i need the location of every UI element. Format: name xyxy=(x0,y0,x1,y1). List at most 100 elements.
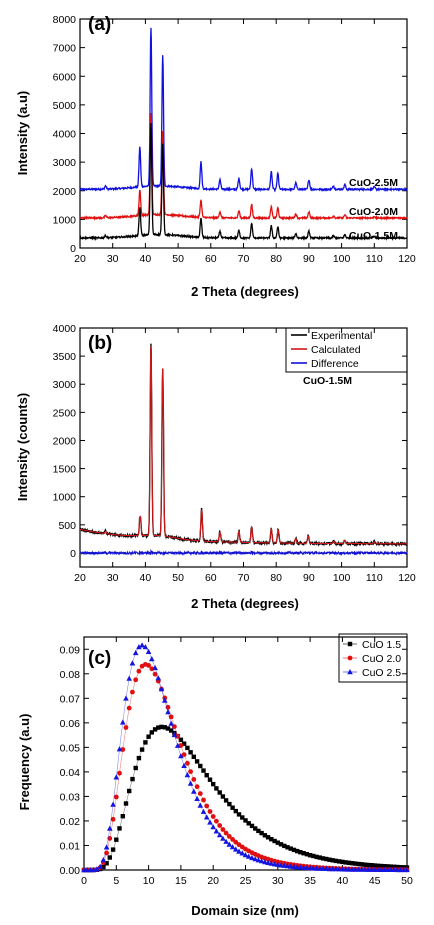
panel-a-ytick-label-0: 0 xyxy=(70,243,76,255)
panel-c-series-3-point-16 xyxy=(132,649,139,656)
panel-c-series-1-point-48 xyxy=(236,812,242,817)
panel-c-series-1-point-55 xyxy=(259,830,264,836)
panel-c-series-3-point-40 xyxy=(210,824,216,830)
panel-c-series-3-point-45 xyxy=(226,841,233,847)
panel-c-xtick-label-8: 40 xyxy=(337,875,349,887)
panel-b-xtick-label-7: 90 xyxy=(303,572,315,584)
panel-c-series-1-point-72 xyxy=(314,854,319,860)
panel-c-series-2-point-32 xyxy=(185,760,190,766)
panel-c-series-2-point-17 xyxy=(136,668,142,674)
panel-c-label: (c) xyxy=(88,648,111,669)
panel-c-series-3-point-25 xyxy=(161,697,168,703)
panel-c-series-1-point-94 xyxy=(385,864,390,869)
panel-c-series-1-point-87 xyxy=(362,862,368,867)
panel-c-ytick-label-2: 0.02 xyxy=(60,816,81,828)
panel-b-ytick-label-4: 2000 xyxy=(53,435,77,447)
panel-c-series-3-point-38 xyxy=(203,814,210,820)
panel-c-series-3-point-29 xyxy=(174,742,181,748)
panel-c-series-3-point-11 xyxy=(116,746,123,752)
panel-c-ytick-label-6: 0.06 xyxy=(60,718,81,730)
panel-a-xtick-label-1: 30 xyxy=(107,253,119,265)
panel-c-series-3-point-14 xyxy=(126,675,132,681)
panel-b-xtick-label-6: 80 xyxy=(270,572,282,584)
panel-c-series-1-point-37 xyxy=(201,768,206,773)
panel-a-label: (a) xyxy=(88,14,111,35)
panel-c-ytick-label-0: 0.00 xyxy=(60,865,81,877)
panel-c-series-1-point-15 xyxy=(130,776,135,782)
panel-c-series-1-point-22 xyxy=(152,727,158,732)
panel-b-xtick-label-10: 120 xyxy=(398,572,416,584)
panel-c-ytick-label-3: 0.03 xyxy=(60,791,81,803)
panel-b-legend-label-3: Difference xyxy=(311,358,359,370)
panel-a-xtick-label-0: 20 xyxy=(74,253,86,265)
panel-b-difference-line xyxy=(79,548,408,556)
panel-c-series-3-point-36 xyxy=(197,802,204,808)
panel-b-xtick-label-2: 40 xyxy=(140,572,152,584)
panel-c-series-1-point-89 xyxy=(369,863,374,868)
panel-c-series-3-point-4 xyxy=(94,866,100,872)
panel-c-series-2-point-9 xyxy=(110,816,116,822)
panel-c-series-2-point-27 xyxy=(168,714,174,720)
panel-c-series-1-point-41 xyxy=(214,786,219,791)
panel-c-series-1-point-39 xyxy=(207,777,213,782)
panel-c-series-2-point-20 xyxy=(146,663,152,668)
panel-c-series-1-point-92 xyxy=(379,863,384,869)
panel-c-xtick-label-6: 30 xyxy=(272,875,284,887)
panel-a-series-3-line xyxy=(79,122,408,242)
panel-c-series-2-point-43 xyxy=(220,827,226,832)
panel-b-ytick-label-1: 500 xyxy=(58,520,76,532)
panel-c-xtick-label-7: 35 xyxy=(304,875,316,887)
panel-c-series-1-point-35 xyxy=(194,759,200,764)
panel-c-series-1-point-33 xyxy=(188,750,193,755)
panel-c-series-3-point-51 xyxy=(245,853,252,859)
panel-c-series-2-point-22 xyxy=(152,671,158,677)
panel-c-series-1-point-52 xyxy=(249,823,255,829)
panel-c-series-2-point-42 xyxy=(217,823,223,828)
panel-c-series-2-point-29 xyxy=(175,733,181,739)
panel-b: (b) 2 Theta (degrees) Intensity (counts)… xyxy=(15,327,408,611)
panel-c-series-2-point-45 xyxy=(226,834,232,839)
panel-c-legend-symbol-3 xyxy=(347,669,353,675)
panel-c-legend-marker-1 xyxy=(343,641,357,647)
panel-c-series-3-point-19 xyxy=(142,644,149,650)
panel-c-series-1-point-27 xyxy=(169,728,174,733)
panel-c-series-3-point-20 xyxy=(145,648,152,654)
panel-c-series-1-point-47 xyxy=(233,808,238,814)
panel-a-ytick-label-2: 2000 xyxy=(53,186,77,198)
panel-c-series-1-point-54 xyxy=(256,828,261,834)
panel-c-ytick-label-1: 0.01 xyxy=(60,840,81,852)
panel-c-xtick-label-9: 45 xyxy=(369,875,381,887)
panel-c-xtick-label-3: 15 xyxy=(175,875,187,887)
panel-c-series-3-point-60 xyxy=(275,861,281,867)
panel-c-series-3-point-64 xyxy=(287,863,294,869)
panel-c-series-1-point-84 xyxy=(353,861,358,866)
panel-c-ytick-label-8: 0.08 xyxy=(60,669,81,681)
panel-c-series-1-point-76 xyxy=(327,857,332,862)
panel-c-series-1-point-65 xyxy=(291,847,297,853)
panel-c-legend-marker-3 xyxy=(343,669,357,675)
panel-b-ytick-label-8: 4000 xyxy=(53,323,77,335)
panel-c-series-1-point-40 xyxy=(211,781,216,787)
panel-c-legend-label-3: CuO 2.5 xyxy=(362,667,401,679)
panel-c-series-1-point-21 xyxy=(149,730,154,735)
panel-c-series-3-point-6 xyxy=(100,856,107,863)
panel-c-series-1-point-78 xyxy=(333,858,339,864)
panel-c-series-1-point-73 xyxy=(317,855,322,860)
panel-b-xtick-label-1: 30 xyxy=(107,572,119,584)
panel-c-series-1-point-57 xyxy=(265,835,271,840)
panel-c-series-1-point-62 xyxy=(282,843,287,849)
panel-c-series-1-point-74 xyxy=(320,856,326,861)
panel-c-series-3-point-15 xyxy=(129,660,136,666)
panel-c-series-1-point-18 xyxy=(139,747,145,752)
panel-c-series-1-point-46 xyxy=(230,805,235,810)
panel-a-ytick-label-3: 3000 xyxy=(53,157,77,169)
panel-c-series-3-point-52 xyxy=(249,854,255,861)
panel-c-series-1-point-79 xyxy=(337,859,342,864)
panel-c-series-1-point-44 xyxy=(223,798,229,803)
panel-c-series-3-point-37 xyxy=(200,808,207,814)
panel-c-series-1-point-43 xyxy=(220,794,226,799)
panel-c-series-2-point-11 xyxy=(117,770,122,776)
panel-a-series-label-1: CuO-2.5M xyxy=(349,177,398,189)
panel-b-legend-label-2: Calculated xyxy=(311,344,361,356)
